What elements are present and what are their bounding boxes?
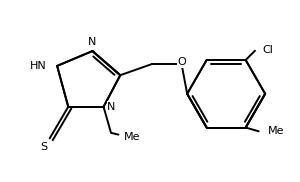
Text: S: S (40, 142, 48, 152)
Text: N: N (107, 102, 116, 112)
Text: N: N (88, 37, 97, 47)
Text: O: O (177, 57, 186, 67)
Text: Cl: Cl (262, 45, 273, 55)
Text: Me: Me (124, 132, 140, 142)
Text: HN: HN (30, 61, 47, 71)
Text: Me: Me (268, 126, 284, 136)
